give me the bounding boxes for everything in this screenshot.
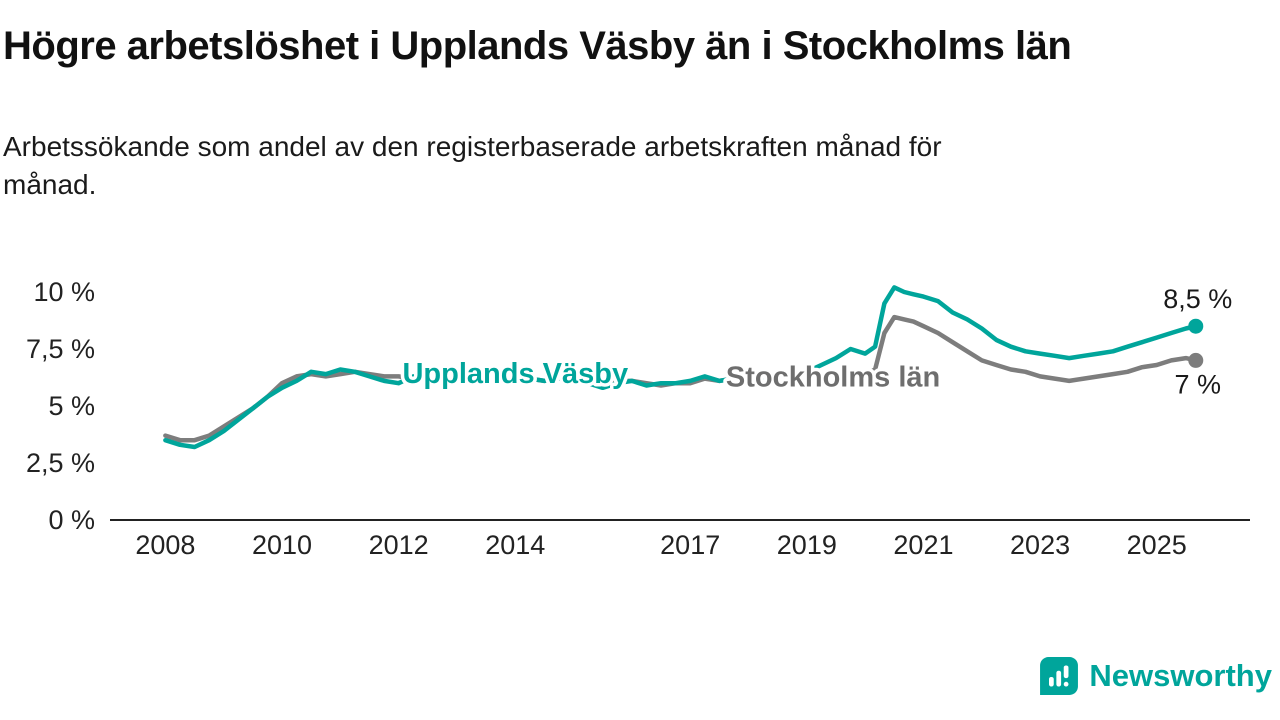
series-line: [163, 314, 1199, 443]
line-chart: 0 % 2,5 % 5 % 7,5 % 10 % 2008 2010 2012 2014 2017…: [26, 277, 1250, 560]
y-tick-label: 5 %: [48, 391, 95, 421]
chart-subtitle: Arbetssökande som andel av den registerb…: [3, 131, 942, 200]
series-end-dot: [1188, 318, 1204, 334]
x-tick-label: 2023: [1010, 530, 1070, 560]
series-end-label: 8,5 %: [1163, 284, 1232, 314]
chart-title: Högre arbetslöshet i Upplands Väsby än i…: [3, 24, 1072, 68]
y-tick-label: 2,5 %: [26, 448, 95, 478]
x-tick-label: 2010: [252, 530, 312, 560]
newsworthy-logo-icon: [1040, 657, 1079, 695]
series-inline-label: Stockholms län: [726, 362, 940, 394]
newsworthy-logo: Newsworthy: [1039, 656, 1272, 696]
x-tick-label: 2021: [893, 530, 953, 560]
y-tick-label: 7,5 %: [26, 334, 95, 364]
x-tick-label: 2008: [135, 530, 195, 560]
x-tick-label: 2019: [777, 530, 837, 560]
x-tick-label: 2017: [660, 530, 720, 560]
series-line: [163, 285, 1199, 450]
x-tick-label: 2014: [485, 530, 545, 560]
series-inline-label: Upplands Väsby: [402, 358, 628, 390]
series-end-label: 7 %: [1175, 369, 1222, 399]
y-tick-label: 0 %: [48, 505, 95, 535]
series-end-dot: [1188, 352, 1204, 368]
newsworthy-logo-text: Newsworthy: [1089, 658, 1272, 693]
x-tick-label: 2025: [1127, 530, 1187, 560]
x-tick-label: 2012: [369, 530, 429, 560]
y-tick-label: 10 %: [33, 277, 95, 307]
